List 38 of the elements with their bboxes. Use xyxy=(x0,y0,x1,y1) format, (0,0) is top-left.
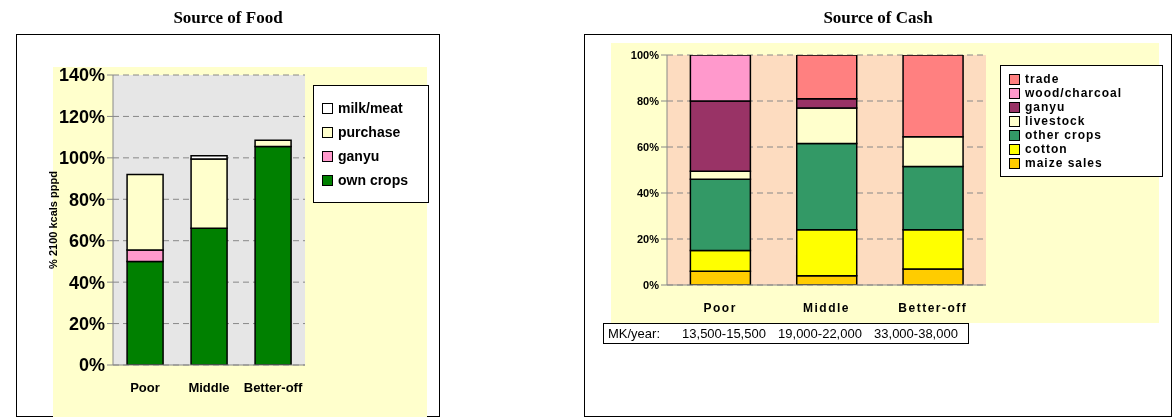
x-tick-label: Middle xyxy=(188,380,230,396)
legend-label: cotton xyxy=(1025,142,1068,156)
x-tick-label: Poor xyxy=(703,300,737,315)
legend-label: milk/meat xyxy=(338,100,403,116)
chart-title: Source of Cash xyxy=(822,8,934,28)
x-tick-label: Better-off xyxy=(243,380,303,396)
y-tick-label: 20% xyxy=(68,313,105,334)
legend-label: other crops xyxy=(1025,128,1103,142)
legend-label: own crops xyxy=(338,172,409,188)
text: 13,500-15,500 xyxy=(681,326,767,341)
legend-label: maize sales xyxy=(1025,156,1103,170)
x-tick-label: Poor xyxy=(130,380,160,396)
y-tick-label: 60% xyxy=(636,140,660,153)
chart-title: Source of Food xyxy=(172,8,284,28)
y-tick-label: 20% xyxy=(636,232,660,245)
x-tick-label: Better-off xyxy=(898,300,968,315)
y-axis-title: % 2100 kcals pppd xyxy=(46,171,59,269)
y-tick-label: 60% xyxy=(68,231,105,252)
y-tick-label: 100% xyxy=(58,148,105,169)
y-tick-label: 0% xyxy=(78,355,105,376)
y-tick-label: 120% xyxy=(58,106,105,127)
y-tick-label: 100% xyxy=(630,48,660,61)
text: 19,000-22,000 xyxy=(777,326,863,341)
y-tick-label: 40% xyxy=(636,186,660,199)
legend-label: trade xyxy=(1025,72,1060,86)
legend-label: wood/charcoal xyxy=(1025,86,1123,100)
text: MK/year: xyxy=(608,326,661,341)
legend-label: ganyu xyxy=(1025,100,1066,114)
y-tick-label: 140% xyxy=(58,65,105,86)
y-tick-label: 0% xyxy=(643,278,660,291)
legend-label: ganyu xyxy=(338,148,380,164)
legend-label: purchase xyxy=(338,124,401,140)
x-tick-label: Middle xyxy=(803,300,850,315)
y-tick-label: 80% xyxy=(636,94,660,107)
y-tick-label: 80% xyxy=(68,189,105,210)
y-tick-label: 40% xyxy=(68,272,105,293)
legend-label: livestock xyxy=(1025,114,1086,128)
text: 33,000-38,000 xyxy=(873,326,959,341)
